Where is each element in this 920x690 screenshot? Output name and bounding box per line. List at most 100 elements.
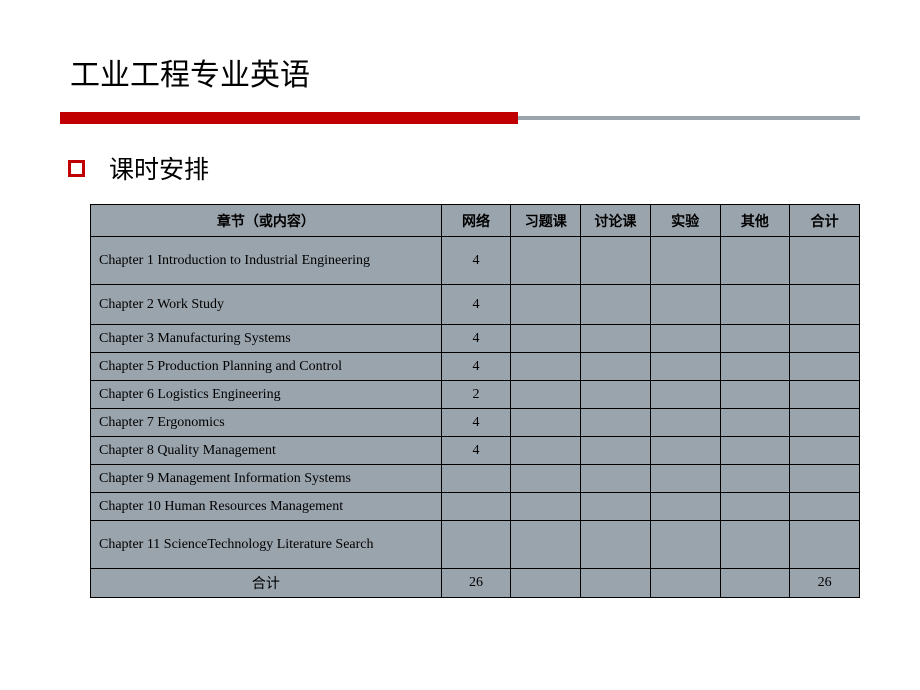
footer-exercise: [511, 569, 581, 598]
cell-chapter: Chapter 9 Management Information Systems: [91, 465, 442, 493]
cell-empty: [581, 353, 651, 381]
subtitle-row: 课时安排: [68, 150, 860, 186]
cell-empty: [581, 325, 651, 353]
cell-chapter: Chapter 7 Ergonomics: [91, 409, 442, 437]
cell-empty: [650, 285, 720, 325]
cell-empty: [720, 437, 790, 465]
table-row: Chapter 3 Manufacturing Systems4: [91, 325, 860, 353]
header-exercise: 习题课: [511, 205, 581, 237]
accent-bar-grey: [518, 116, 860, 120]
table-row: Chapter 9 Management Information Systems: [91, 465, 860, 493]
cell-network: 4: [441, 437, 511, 465]
table-row: Chapter 10 Human Resources Management: [91, 493, 860, 521]
header-total: 合计: [790, 205, 860, 237]
header-other: 其他: [720, 205, 790, 237]
footer-label: 合计: [91, 569, 442, 598]
cell-empty: [511, 237, 581, 285]
cell-empty: [511, 353, 581, 381]
cell-chapter: Chapter 11 ScienceTechnology Literature …: [91, 521, 442, 569]
table-row: Chapter 1 Introduction to Industrial Eng…: [91, 237, 860, 285]
cell-empty: [581, 493, 651, 521]
cell-chapter: Chapter 3 Manufacturing Systems: [91, 325, 442, 353]
cell-empty: [720, 237, 790, 285]
cell-empty: [650, 521, 720, 569]
footer-net: 26: [441, 569, 511, 598]
footer-discussion: [581, 569, 651, 598]
cell-empty: [650, 381, 720, 409]
cell-empty: [790, 409, 860, 437]
cell-empty: [511, 409, 581, 437]
table-row: Chapter 5 Production Planning and Contro…: [91, 353, 860, 381]
cell-chapter: Chapter 6 Logistics Engineering: [91, 381, 442, 409]
cell-empty: [650, 465, 720, 493]
cell-network: [441, 493, 511, 521]
cell-chapter: Chapter 8 Quality Management: [91, 437, 442, 465]
cell-empty: [720, 493, 790, 521]
cell-empty: [581, 237, 651, 285]
cell-empty: [790, 465, 860, 493]
header-chapter: 章节（或内容）: [91, 205, 442, 237]
cell-empty: [650, 237, 720, 285]
slide-container: 工业工程专业英语 课时安排 章节（或内容） 网络 习题课 讨论课 实验 其他 合…: [0, 0, 920, 638]
table-row: Chapter 11 ScienceTechnology Literature …: [91, 521, 860, 569]
schedule-table: 章节（或内容） 网络 习题课 讨论课 实验 其他 合计 Chapter 1 In…: [90, 204, 860, 598]
cell-empty: [581, 521, 651, 569]
cell-empty: [581, 285, 651, 325]
cell-empty: [790, 325, 860, 353]
cell-empty: [650, 325, 720, 353]
cell-network: 4: [441, 409, 511, 437]
footer-total: 26: [790, 569, 860, 598]
accent-bar-red: [60, 112, 518, 124]
cell-chapter: Chapter 1 Introduction to Industrial Eng…: [91, 237, 442, 285]
cell-empty: [720, 409, 790, 437]
header-discussion: 讨论课: [581, 205, 651, 237]
cell-chapter: Chapter 10 Human Resources Management: [91, 493, 442, 521]
cell-empty: [650, 493, 720, 521]
cell-empty: [511, 285, 581, 325]
table-footer-row: 合计 26 26: [91, 569, 860, 598]
cell-empty: [511, 521, 581, 569]
table-body: Chapter 1 Introduction to Industrial Eng…: [91, 237, 860, 569]
cell-empty: [511, 437, 581, 465]
cell-empty: [790, 437, 860, 465]
cell-empty: [581, 437, 651, 465]
cell-empty: [720, 465, 790, 493]
subtitle-text: 课时安排: [109, 150, 209, 186]
cell-empty: [581, 409, 651, 437]
cell-empty: [650, 409, 720, 437]
cell-network: 4: [441, 353, 511, 381]
cell-empty: [790, 353, 860, 381]
cell-empty: [790, 493, 860, 521]
cell-empty: [650, 353, 720, 381]
header-network: 网络: [441, 205, 511, 237]
cell-network: [441, 465, 511, 493]
cell-empty: [511, 493, 581, 521]
cell-empty: [720, 521, 790, 569]
cell-empty: [581, 381, 651, 409]
cell-empty: [720, 381, 790, 409]
header-experiment: 实验: [650, 205, 720, 237]
bullet-square-icon: [68, 160, 85, 177]
table-header-row: 章节（或内容） 网络 习题课 讨论课 实验 其他 合计: [91, 205, 860, 237]
cell-network: 4: [441, 237, 511, 285]
cell-empty: [790, 285, 860, 325]
table-wrapper: 章节（或内容） 网络 习题课 讨论课 实验 其他 合计 Chapter 1 In…: [90, 204, 860, 598]
cell-network: 4: [441, 285, 511, 325]
cell-empty: [790, 521, 860, 569]
cell-empty: [511, 325, 581, 353]
cell-network: [441, 521, 511, 569]
cell-empty: [650, 437, 720, 465]
cell-empty: [790, 381, 860, 409]
cell-chapter: Chapter 5 Production Planning and Contro…: [91, 353, 442, 381]
cell-empty: [511, 465, 581, 493]
cell-network: 2: [441, 381, 511, 409]
footer-other: [720, 569, 790, 598]
footer-experiment: [650, 569, 720, 598]
page-title: 工业工程专业英语: [70, 50, 860, 94]
table-row: Chapter 8 Quality Management4: [91, 437, 860, 465]
cell-empty: [581, 465, 651, 493]
table-row: Chapter 7 Ergonomics4: [91, 409, 860, 437]
table-row: Chapter 6 Logistics Engineering2: [91, 381, 860, 409]
cell-empty: [720, 285, 790, 325]
cell-empty: [790, 237, 860, 285]
